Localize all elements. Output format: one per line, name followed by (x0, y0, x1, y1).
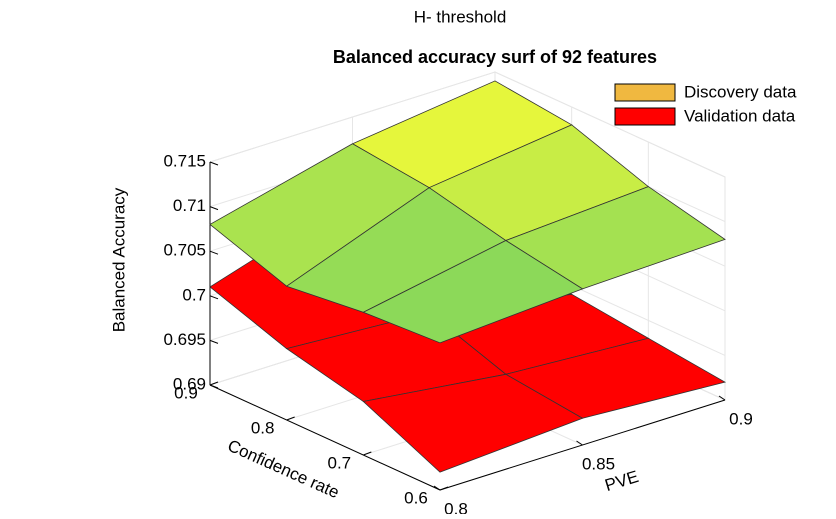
y-tick (363, 451, 372, 456)
legend-label: Discovery data (684, 82, 797, 101)
y-tick-label: 0.8 (251, 418, 275, 437)
y-tick-label: 0.7 (328, 453, 352, 472)
z-tick-label: 0.715 (163, 151, 206, 170)
legend-swatch (614, 107, 676, 126)
z-tick-label: 0.71 (173, 196, 206, 215)
y-tick-label: 0.6 (404, 488, 428, 507)
z-tick-label: 0.705 (163, 241, 206, 260)
surface-face (362, 240, 584, 344)
x-tick-label: 0.8 (444, 499, 468, 514)
z-tick (209, 250, 219, 255)
surface-face (362, 373, 584, 473)
legend-swatch (614, 83, 676, 102)
y-tick (439, 486, 449, 491)
y-axis (209, 384, 441, 491)
z-tick-label: 0.695 (163, 330, 206, 349)
suptitle: H- threshold (414, 7, 507, 26)
z-tick (209, 384, 219, 389)
x-tick-label: 0.9 (729, 409, 753, 428)
z-tick-label: 0.69 (173, 374, 206, 393)
z-tick (209, 295, 219, 300)
y-axis-label: Confidence rate (225, 436, 342, 502)
x-tick (576, 440, 583, 446)
legend-label: Validation data (684, 106, 796, 125)
z-tick (209, 206, 219, 211)
y-tick (286, 416, 295, 421)
y-tick (209, 381, 219, 386)
x-tick (433, 485, 441, 491)
z-tick (209, 339, 219, 344)
x-tick (718, 395, 726, 401)
z-tick (209, 161, 219, 166)
y-tick-label: 0.9 (174, 383, 198, 402)
z-axis-label: Balanced Accuracy (109, 187, 128, 332)
z-tick-label: 0.7 (182, 285, 206, 304)
x-tick-label: 0.85 (582, 454, 615, 473)
chart-title: Balanced accuracy surf of 92 features (333, 47, 657, 67)
